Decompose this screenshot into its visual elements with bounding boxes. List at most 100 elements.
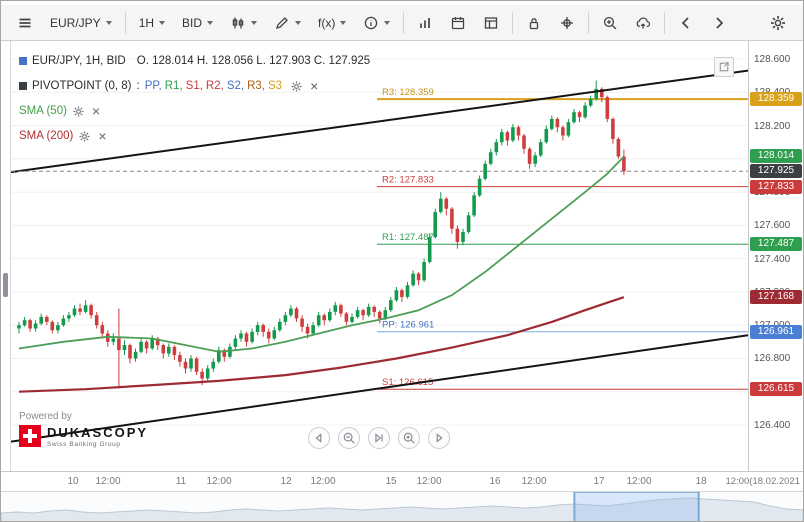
sma50-legend: SMA (50) × [19,103,370,119]
sma200-close-icon[interactable]: × [98,128,107,144]
splitter-grip-icon[interactable] [3,273,8,297]
go-latest-button[interactable] [368,427,390,449]
pivot-level-token: PP, [144,80,162,92]
indicators-button-label: f(x) [318,15,336,30]
workspace-button[interactable] [475,9,507,37]
time-tick-label: 12:00 [206,476,232,487]
svg-text:R3: 128.359: R3: 128.359 [382,87,434,98]
toolbar-separator [664,11,666,34]
price-tick-label: 128.600 [754,54,791,65]
navigator-overview[interactable] [1,492,803,522]
chevron-down-icon [251,20,258,25]
sma50-label: SMA (50) [19,105,67,117]
pivot-close-icon[interactable]: × [310,78,319,94]
candles-icon [230,15,246,31]
svg-text:R1: 127.487: R1: 127.487 [382,232,434,243]
pan-left-button[interactable] [308,427,330,449]
price-level-badge: 126.615 [750,382,802,397]
indicators-button[interactable]: f(x) [310,9,354,37]
volume-button[interactable] [409,9,441,37]
zoom-out-button[interactable] [338,427,360,449]
price-side-select[interactable]: BID [174,9,221,37]
forward-button[interactable] [703,9,735,37]
pivotpoint-legend: PIVOTPOINT (0, 8) : PP, R1, S1, R2, S2, R3, S3… [19,78,370,94]
ohlc-readout: EUR/JPY, 1H, BID O. 128.014 H. 128.056 L… [19,53,370,69]
price-level-badge: 128.359 [750,92,802,107]
chevron-down-icon [295,20,302,25]
crosshair-button[interactable] [551,9,583,37]
navigator-selection[interactable] [573,492,700,522]
pivot-level-token: S1, [185,80,203,92]
settings-button[interactable] [761,9,795,37]
price-axis[interactable]: 128.600128.400128.200128.000127.800127.6… [748,41,803,471]
side-panel-splitter[interactable] [1,41,11,471]
powered-by-label: Powered by [19,411,72,422]
price-tick-label: 126.800 [754,353,791,365]
sma50-settings-gear-icon[interactable] [72,105,85,118]
sma50-close-icon[interactable]: × [91,103,101,119]
zoom-icon [602,15,618,31]
trendline[interactable] [11,69,748,174]
zoom-button[interactable] [594,9,626,37]
price-chart[interactable]: R3: 128.359 R2: 127.833 R1: 127.487 PP: 126… [11,41,748,471]
sma50-line [18,155,625,353]
pivot-level-token: S3 [268,80,283,92]
price-tick-label: 128.200 [754,120,791,132]
timeframe-select[interactable]: 1H [131,9,173,37]
sma200-label: SMA (200) [19,130,74,142]
time-tick-label: 12:00 [521,476,547,487]
svg-text:R2: 127.833: R2: 127.833 [382,175,434,186]
chevron-left-icon [678,15,694,31]
popout-button[interactable] [714,57,734,77]
time-axis-corner-label: 12:00(18.02.2021 [725,476,800,487]
chart-plot-area[interactable]: R3: 128.359 R2: 127.833 R1: 127.487 PP: 126… [11,41,748,471]
chart-toolbar: EUR/JPY 1H BID f(x) [1,5,803,41]
price-tick-label: 127.400 [754,253,791,265]
lock-button[interactable] [518,9,550,37]
time-tick-label: 12:00 [310,476,336,487]
menu-button[interactable] [9,9,41,37]
time-tick-label: 16 [489,476,501,487]
sma200-settings-gear-icon[interactable] [78,130,91,143]
panel-icon [483,15,499,31]
snapshot-button[interactable] [627,9,659,37]
chevron-down-icon [105,20,112,25]
time-tick-label: 12 [280,476,292,487]
price-level-badge: 127.168 [750,290,802,305]
instrument-select[interactable]: EUR/JPY [42,9,120,37]
trendline[interactable] [11,334,748,443]
calendar-button[interactable] [442,9,474,37]
time-tick-label: 12:00 [626,476,652,487]
play-button[interactable] [428,427,450,449]
zoom-in-button[interactable] [398,427,420,449]
back-button[interactable] [670,9,702,37]
swiss-flag-logo [19,425,41,447]
cloud-icon [635,15,651,31]
time-tick-label: 15 [385,476,397,487]
chart-navigator[interactable] [1,491,803,522]
toolbar-separator [588,11,590,34]
pivot-settings-gear-icon[interactable] [290,80,303,93]
drawings-button[interactable] [266,9,309,37]
time-tick-label: 11 [175,476,187,487]
chart-type-button[interactable] [222,9,265,37]
pivot-level-token: S2, [226,80,245,92]
pencil-icon [274,15,290,31]
ohlc-values: O. 128.014 H. 128.056 L. 127.903 C. 127.… [136,55,371,67]
price-level-badge: 128.014 [750,149,802,164]
time-axis[interactable]: 12:00(18.02.2021 10 12:00 11 12:00 12 12:00 15… [1,471,803,491]
chevron-down-icon [159,20,166,25]
time-tick-label: 12:00 [416,476,442,487]
info-button[interactable] [355,9,398,37]
mag-minus-icon [342,431,356,445]
pivot-level-token: R3, [247,80,265,92]
toolbar-separator [124,11,126,34]
mag-plus-icon [402,431,416,445]
price-tick-label: 126.400 [754,420,791,431]
price-side-select-label: BID [182,15,203,30]
brand-tagline: Swiss Banking Group [47,441,121,448]
timeframe-select-label: 1H [138,15,155,30]
info-icon [363,15,379,31]
price-level-badge: 127.487 [750,237,802,252]
